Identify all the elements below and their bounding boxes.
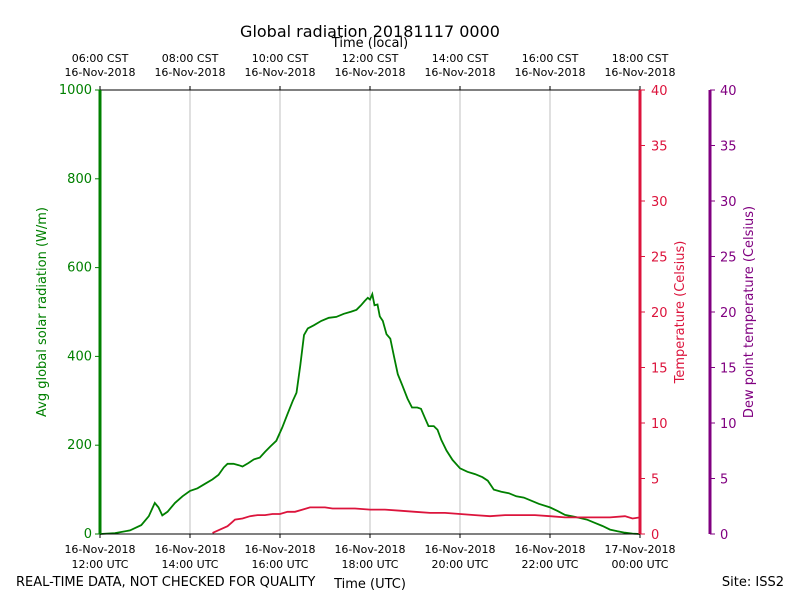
temperature-tick-label: 10 [651, 417, 668, 432]
temperature-tick-label: 30 [651, 195, 668, 210]
x-tick-label-utc-time: 22:00 UTC [521, 558, 578, 571]
temperature-tick-label: 20 [651, 306, 668, 321]
x-tick-label-utc-date: 16-Nov-2018 [424, 543, 495, 556]
x-tick-label-local-time: 12:00 CST [342, 52, 399, 65]
x-tick-label-utc-date: 17-Nov-2018 [604, 543, 675, 556]
dewpoint-tick-label: 15 [720, 362, 737, 377]
temperature-tick-label: 5 [651, 473, 659, 488]
x-tick-label-local-date: 16-Nov-2018 [514, 66, 585, 79]
dewpoint-tick-label: 0 [720, 528, 728, 543]
temperature-tick-label: 0 [651, 528, 659, 543]
x-tick-label-local-time: 18:00 CST [612, 52, 669, 65]
x-tick-label-utc-date: 16-Nov-2018 [64, 543, 135, 556]
radiation-tick-label: 800 [67, 172, 92, 187]
x-tick-label-local-time: 14:00 CST [432, 52, 489, 65]
x-axis-bottom-label: Time (UTC) [333, 577, 406, 592]
x-tick-label-local-date: 16-Nov-2018 [154, 66, 225, 79]
temperature-tick-label: 15 [651, 362, 668, 377]
dewpoint-tick-label: 20 [720, 306, 737, 321]
dewpoint-tick-label: 5 [720, 473, 728, 488]
x-tick-label-utc-time: 12:00 UTC [71, 558, 128, 571]
dewpoint-tick-label: 25 [720, 251, 737, 266]
x-tick-label-utc-time: 16:00 UTC [251, 558, 308, 571]
data-series [99, 291, 641, 535]
radiation-tick-label: 600 [67, 261, 92, 276]
site-label: Site: ISS2 [721, 575, 784, 590]
temperature-series-line [212, 506, 641, 534]
axes: 16-Nov-2018 12:00 UTC 16-Nov-2018 14:00 UTC… [59, 52, 737, 571]
x-tick-label-utc-time: 00:00 UTC [611, 558, 668, 571]
x-tick-label-local-time: 10:00 CST [252, 52, 309, 65]
x-tick-label-local-date: 16-Nov-2018 [334, 66, 405, 79]
quality-notice: REAL-TIME DATA, NOT CHECKED FOR QUALITY [16, 575, 316, 590]
x-tick-label-utc-date: 16-Nov-2018 [154, 543, 225, 556]
x-tick-label-local-date: 16-Nov-2018 [604, 66, 675, 79]
x-tick-label-local-date: 16-Nov-2018 [244, 66, 315, 79]
temperature-tick-label: 40 [651, 84, 668, 99]
x-tick-label-local-time: 08:00 CST [162, 52, 219, 65]
x-tick-label-utc-time: 18:00 UTC [341, 558, 398, 571]
radiation-tick-label: 0 [84, 527, 92, 542]
radiation-axis-label: Avg global solar radiation (W/m) [35, 207, 50, 417]
x-tick-label-utc-date: 16-Nov-2018 [514, 543, 585, 556]
x-axis-top-label: Time (local) [331, 36, 408, 51]
radiation-tick-label: 200 [67, 438, 92, 453]
x-tick-label-local-date: 16-Nov-2018 [424, 66, 495, 79]
temperature-tick-label: 35 [651, 140, 668, 155]
x-tick-label-utc-time: 20:00 UTC [431, 558, 488, 571]
temperature-axis-label: Temperature (Celsius) [673, 241, 688, 385]
grid-lines [189, 90, 551, 534]
x-tick-label-local-time: 16:00 CST [522, 52, 579, 65]
chart-title: Global radiation 20181117 0000 [240, 22, 500, 41]
dewpoint-tick-label: 10 [720, 417, 737, 432]
dewpoint-tick-label: 40 [720, 84, 737, 99]
radiation-tick-label: 1000 [59, 83, 92, 98]
radiation-series-line [99, 291, 641, 535]
dewpoint-tick-label: 35 [720, 140, 737, 155]
x-tick-label-utc-date: 16-Nov-2018 [244, 543, 315, 556]
radiation-tick-label: 400 [67, 349, 92, 364]
dewpoint-axis-label: Dew point temperature (Celsius) [742, 206, 757, 418]
x-tick-label-local-time: 06:00 CST [72, 52, 129, 65]
temperature-tick-label: 25 [651, 251, 668, 266]
x-tick-label-utc-date: 16-Nov-2018 [334, 543, 405, 556]
x-tick-label-utc-time: 14:00 UTC [161, 558, 218, 571]
x-tick-label-local-date: 16-Nov-2018 [64, 66, 135, 79]
dewpoint-tick-label: 30 [720, 195, 737, 210]
